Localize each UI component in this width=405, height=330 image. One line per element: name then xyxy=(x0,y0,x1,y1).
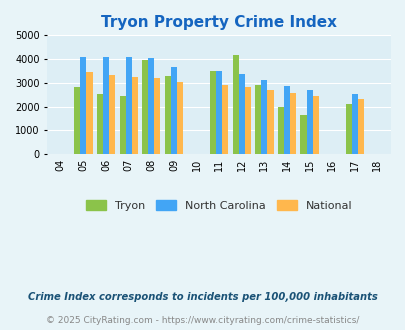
Bar xyxy=(109,75,115,154)
Bar xyxy=(74,87,80,154)
Bar xyxy=(357,99,363,154)
Legend: Tryon, North Carolina, National: Tryon, North Carolina, National xyxy=(81,195,356,215)
Bar xyxy=(148,58,154,154)
Bar xyxy=(119,96,125,154)
Bar xyxy=(300,115,306,154)
Bar xyxy=(171,67,177,154)
Bar xyxy=(351,94,357,154)
Bar xyxy=(142,60,148,154)
Bar xyxy=(283,86,289,154)
Bar xyxy=(131,77,137,154)
Bar xyxy=(125,57,131,154)
Bar xyxy=(164,76,171,154)
Bar xyxy=(277,107,283,154)
Bar xyxy=(80,57,86,154)
Title: Tryon Property Crime Index: Tryon Property Crime Index xyxy=(101,15,336,30)
Bar xyxy=(86,72,92,154)
Bar xyxy=(154,78,160,154)
Bar xyxy=(345,105,351,154)
Bar xyxy=(209,71,215,154)
Bar xyxy=(312,96,318,154)
Bar xyxy=(306,90,312,154)
Bar xyxy=(103,57,109,154)
Bar xyxy=(244,87,250,154)
Bar xyxy=(289,93,295,154)
Text: © 2025 CityRating.com - https://www.cityrating.com/crime-statistics/: © 2025 CityRating.com - https://www.city… xyxy=(46,315,359,325)
Bar xyxy=(232,55,238,154)
Bar xyxy=(267,90,273,154)
Bar xyxy=(222,85,228,154)
Bar xyxy=(97,94,103,154)
Bar xyxy=(215,71,222,154)
Text: Crime Index corresponds to incidents per 100,000 inhabitants: Crime Index corresponds to incidents per… xyxy=(28,292,377,302)
Bar xyxy=(255,85,261,154)
Bar xyxy=(261,81,267,154)
Bar xyxy=(238,74,244,154)
Bar xyxy=(177,82,183,154)
